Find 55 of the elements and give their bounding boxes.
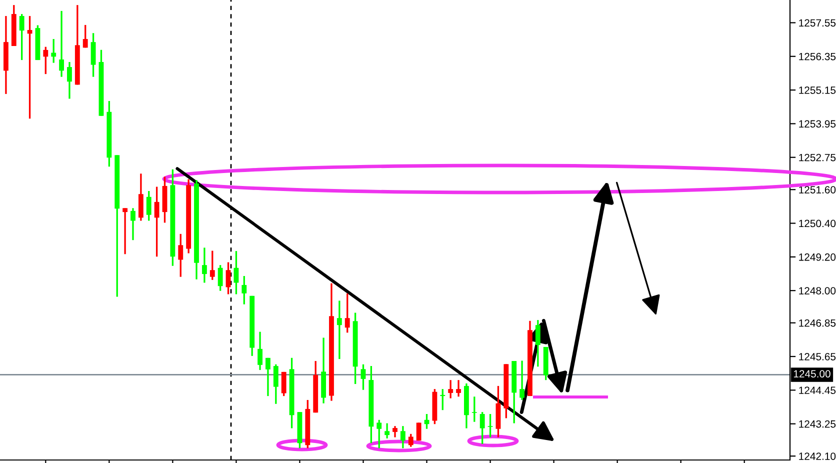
- y-tick-label: 1252.75: [799, 154, 836, 162]
- y-tick-label: 1251.60: [799, 186, 836, 194]
- candlestick: [273, 364, 278, 405]
- candlestick: [480, 411, 485, 445]
- y-tick-label: 1257.55: [799, 19, 836, 27]
- y-tick-label: 1250.40: [799, 220, 836, 228]
- candlestick: [456, 379, 461, 398]
- y-tick-label: 1255.15: [799, 86, 836, 94]
- candlestick: [488, 413, 493, 438]
- candlestick: [400, 425, 406, 450]
- candlestick: [59, 10, 64, 78]
- candlestick: [178, 233, 184, 278]
- candlestick: [122, 207, 128, 255]
- candlestick: [266, 357, 270, 397]
- candlestick: [202, 246, 207, 284]
- candlestick: [472, 396, 477, 423]
- y-tick-label: 1245.65: [799, 353, 836, 360]
- candlestick: [416, 422, 422, 442]
- candlestick: [154, 186, 160, 258]
- candlestick: [535, 319, 540, 368]
- candlestick: [43, 46, 48, 75]
- candlestick: [384, 422, 390, 440]
- candlestick: [408, 433, 414, 448]
- candlestick: [281, 371, 286, 397]
- candlestick: [19, 13, 24, 61]
- candlestick: [51, 38, 56, 64]
- candlestick: [146, 190, 152, 222]
- y-tick-label: 1253.95: [799, 120, 836, 128]
- y-tick-label: 1248.00: [799, 287, 836, 294]
- candlestick: [376, 419, 382, 450]
- candlestick: [67, 61, 72, 100]
- candlestick: [234, 250, 239, 296]
- y-tick-label: 1246.85: [799, 319, 836, 327]
- y-tick-label: 1256.35: [799, 52, 836, 60]
- y-tick-label: 1249.20: [799, 253, 836, 261]
- candlestick: [226, 261, 231, 296]
- candlestick: [138, 172, 144, 222]
- candlestick: [82, 24, 88, 49]
- ref-line-label: 1245.00: [794, 370, 830, 378]
- candlestick: [90, 32, 96, 78]
- candlestick: [520, 360, 524, 401]
- y-tick-label: 1242.10: [799, 452, 836, 460]
- y-tick-label: 1244.45: [799, 386, 836, 394]
- candlestick: [242, 275, 247, 306]
- candlestick: [336, 300, 342, 360]
- candlestick: [258, 330, 262, 371]
- candlestick: [218, 264, 223, 292]
- candlestick: [344, 292, 350, 334]
- candlestick: [448, 379, 454, 400]
- y-tick-label: 1243.25: [799, 420, 836, 428]
- candlestick: [130, 207, 136, 241]
- candlestick: [392, 425, 398, 438]
- candlestick: [440, 388, 446, 411]
- candlestick: [360, 364, 366, 391]
- candlestick: [210, 250, 215, 281]
